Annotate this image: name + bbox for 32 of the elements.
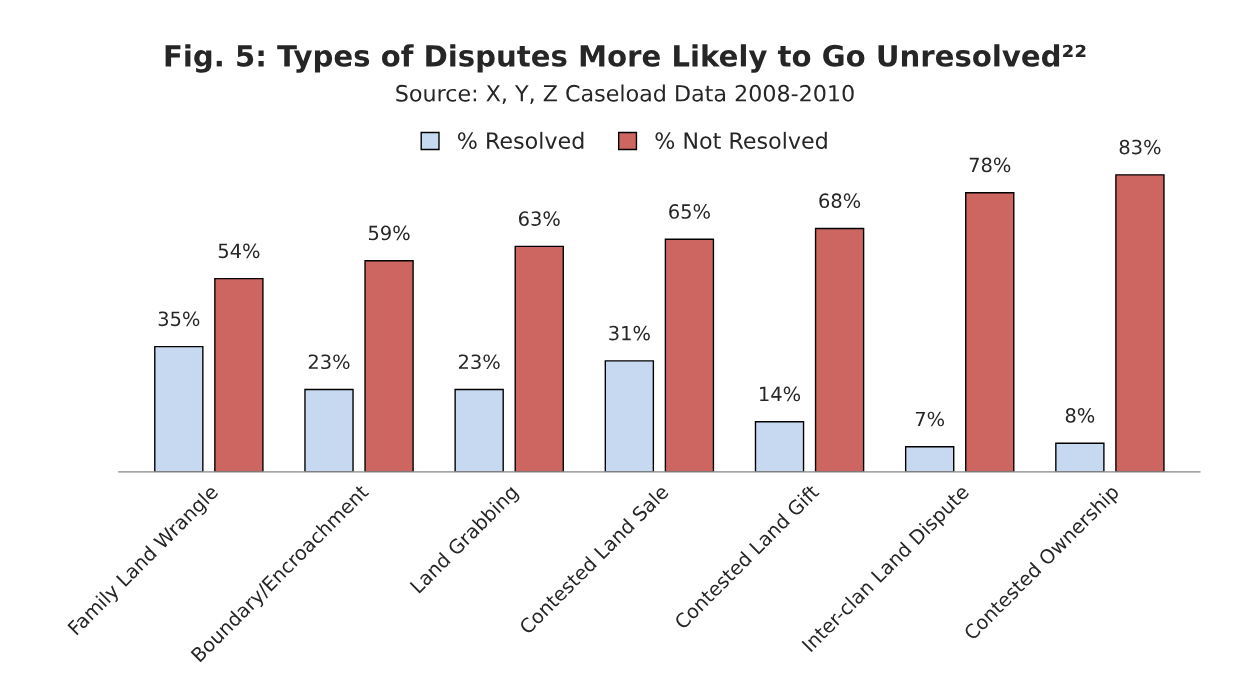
bar [1115, 174, 1165, 472]
legend-label: % Resolved [457, 131, 584, 150]
chart-subtitle: Source: X, Y, Z Caseload Data 2008-2010 [396, 84, 854, 104]
data-label: 78% [969, 157, 1011, 173]
bar [754, 421, 805, 472]
bar [154, 345, 204, 472]
data-label: 54% [218, 243, 260, 259]
data-label: 59% [368, 225, 410, 241]
data-label: 31% [609, 325, 650, 341]
data-label: 14% [760, 386, 801, 402]
bar [965, 192, 1015, 472]
data-label: 35% [158, 311, 200, 327]
data-label: 23% [458, 354, 500, 370]
bar [304, 388, 354, 472]
bar [214, 277, 264, 472]
bar [454, 388, 504, 472]
data-label: 8% [1065, 408, 1095, 423]
data-label: 83% [1119, 139, 1161, 155]
data-label: 23% [308, 354, 350, 370]
bar [904, 446, 955, 472]
data-label: 63% [518, 211, 560, 226]
legend-label: % Not Resolved [655, 131, 827, 150]
bar [364, 260, 414, 472]
data-label: 68% [819, 193, 861, 209]
bar [1055, 442, 1105, 472]
bar [814, 227, 865, 472]
data-label: 7% [915, 411, 945, 427]
bar [604, 360, 655, 472]
bar [514, 245, 564, 472]
data-label: 65% [669, 204, 710, 219]
chart-title: Fig. 5: Types of Disputes More Likely to Go Unresolved²² [165, 44, 1086, 73]
bar [664, 238, 715, 472]
